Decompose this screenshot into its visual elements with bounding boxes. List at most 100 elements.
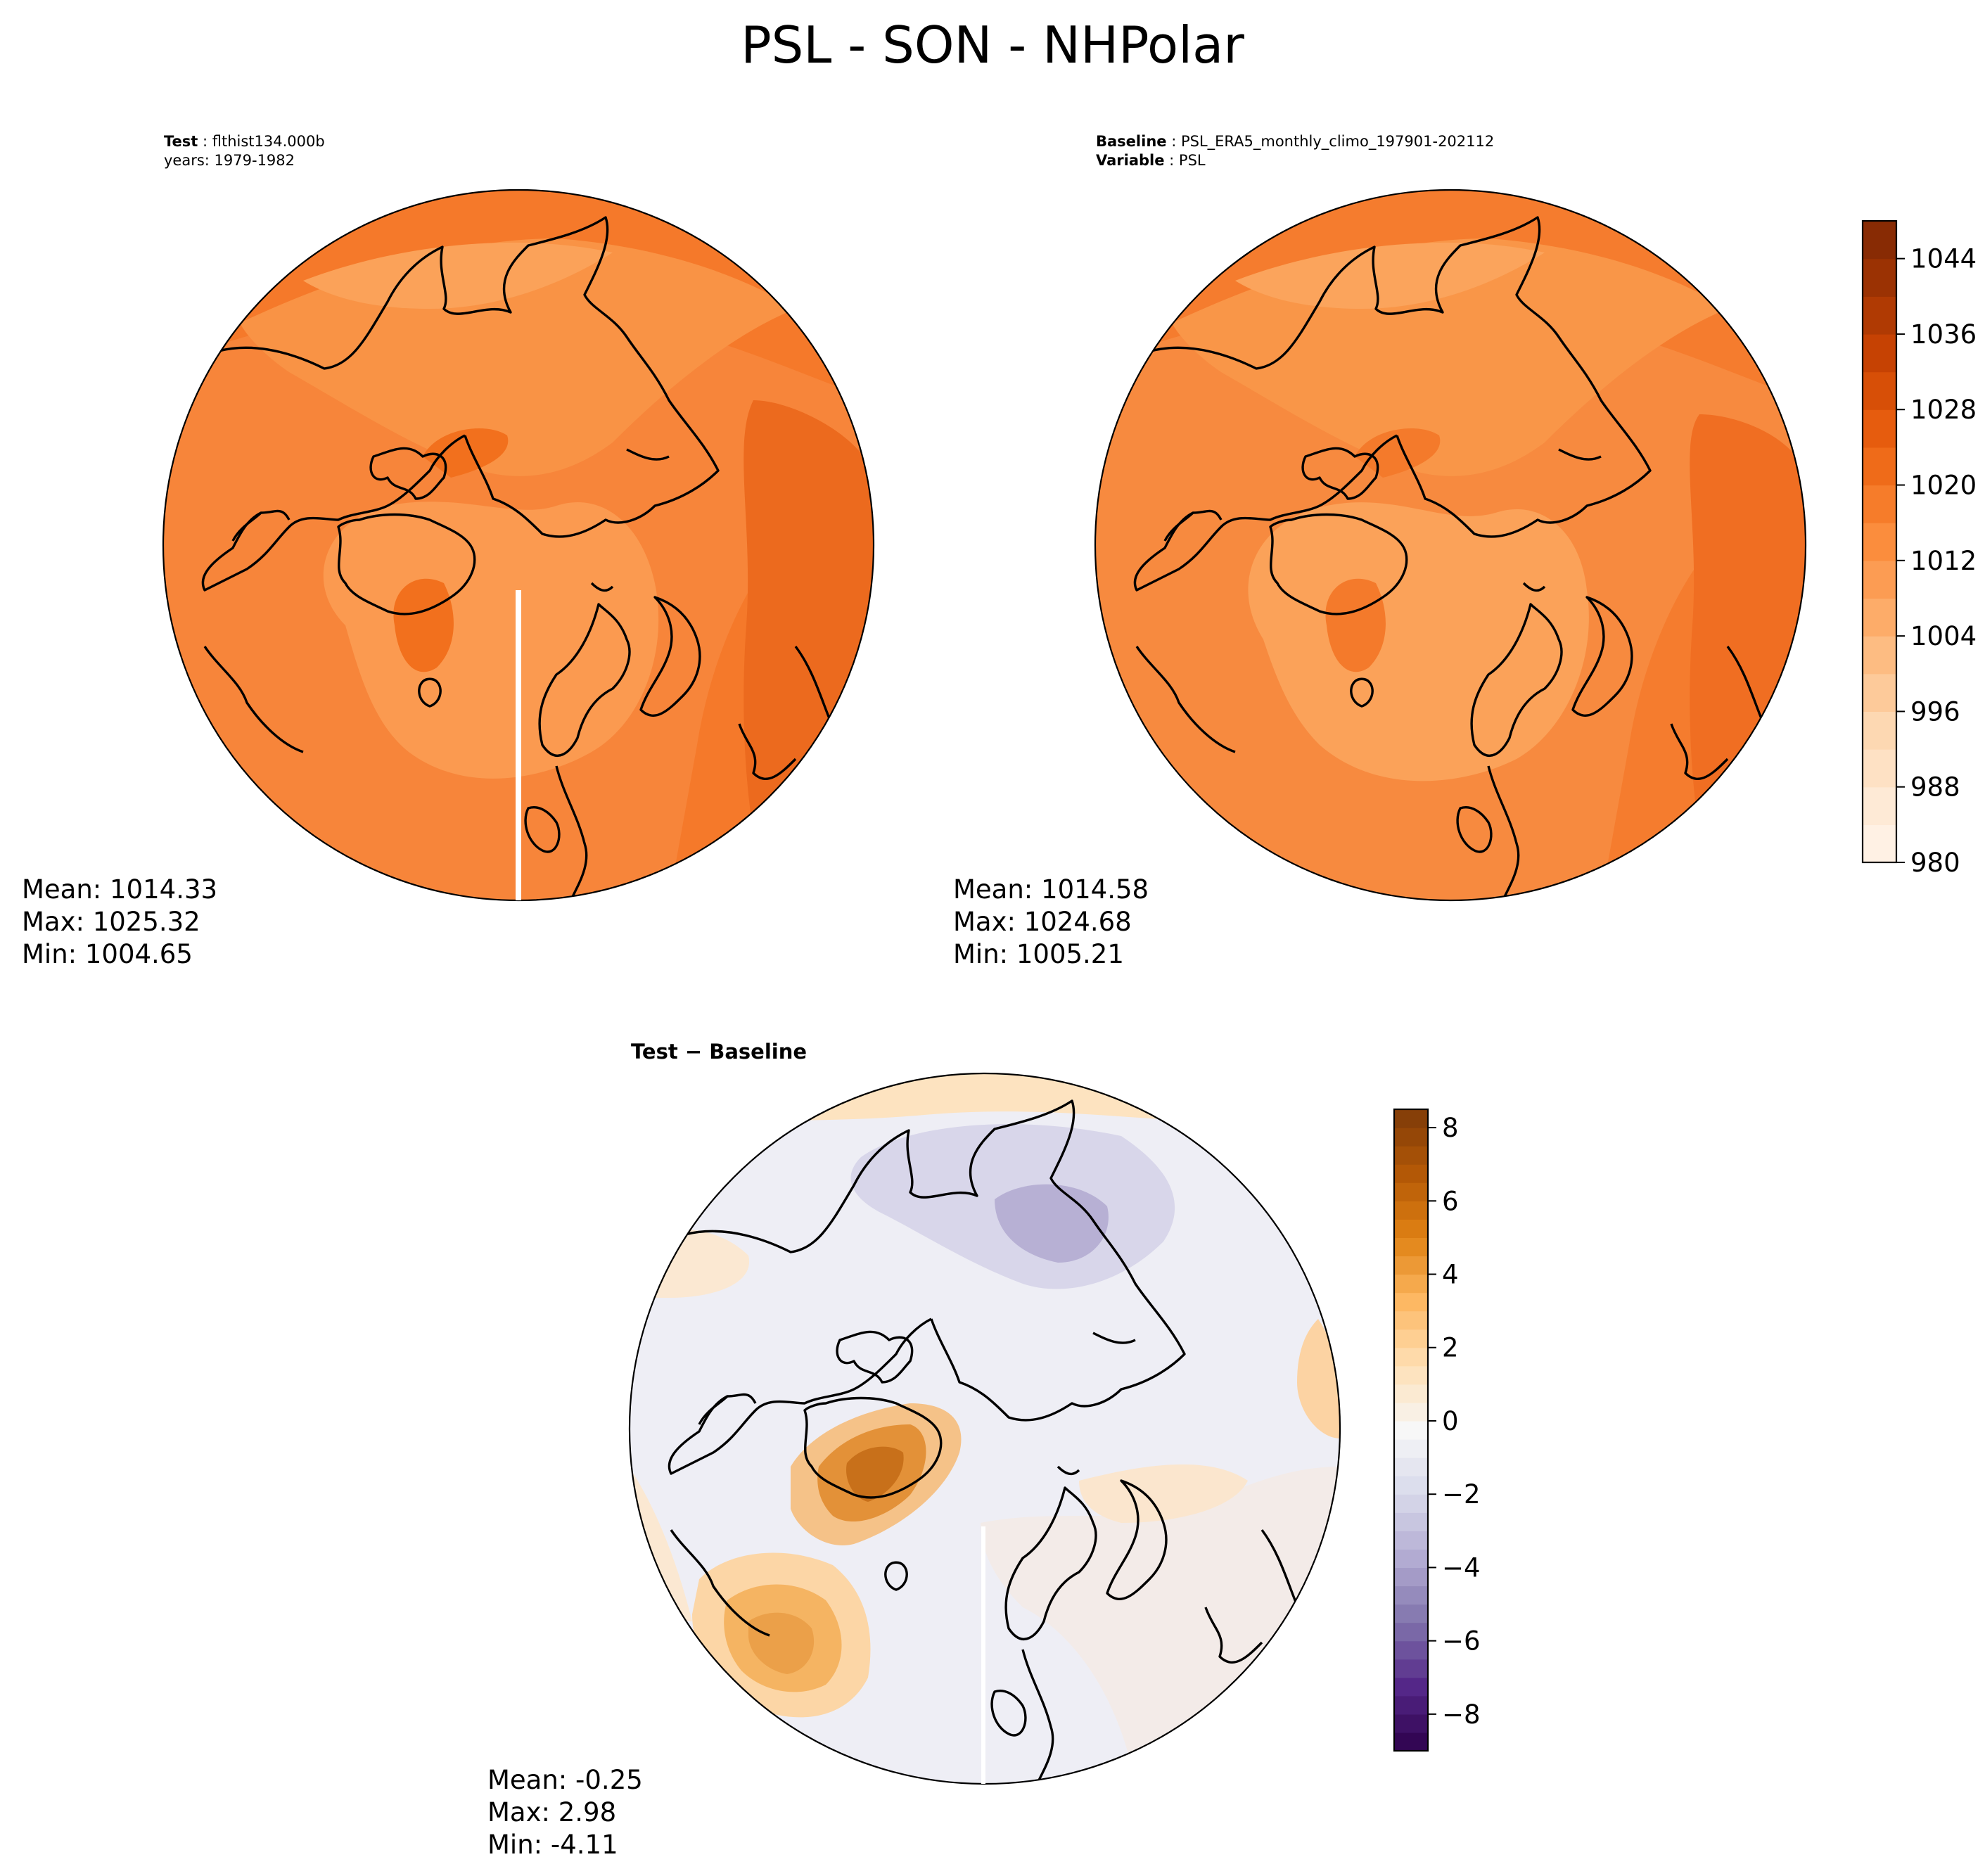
- baseline-colorbar-tick-label: 1028: [1910, 395, 1977, 425]
- test-mean: Mean: 1014.33: [22, 874, 218, 905]
- diff-colorbar-tick-label: −4: [1442, 1552, 1481, 1583]
- diff-colorbar-level: [1394, 1622, 1428, 1642]
- baseline-min: Min: 1005.21: [953, 939, 1124, 969]
- diff-colorbar-level: [1394, 1732, 1428, 1751]
- diff-colorbar-level: [1394, 1109, 1428, 1128]
- baseline-stats: Mean: 1014.58 Max: 1024.68 Min: 1005.21: [953, 874, 1149, 971]
- baseline-colorbar-tick-label: 996: [1910, 696, 1960, 727]
- baseline-colorbar-level: [1863, 523, 1896, 561]
- diff-colorbar-level: [1394, 1604, 1428, 1623]
- diff-coastlines: [668, 1099, 1306, 1784]
- diff-colorbar-tick-label: −2: [1442, 1479, 1481, 1510]
- baseline-colorbar-level: [1863, 296, 1896, 335]
- baseline-colorbar-level: [1863, 749, 1896, 788]
- diff-colorbar-level: [1394, 1329, 1428, 1348]
- diff-colorbar-level: [1394, 1274, 1428, 1294]
- diff-colorbar-level: [1394, 1365, 1428, 1385]
- diff-colorbar-level: [1394, 1256, 1428, 1275]
- diff-colorbar: −8 −6 −4 −2 0 2 4 6 8: [1393, 1108, 1481, 1752]
- diff-colorbar-level: [1394, 1677, 1428, 1697]
- test-min: Min: 1004.65: [22, 939, 193, 969]
- diff-colorbar-level: [1394, 1640, 1428, 1660]
- baseline-colorbar-level: [1863, 636, 1896, 675]
- diff-colorbar-level: [1394, 1182, 1428, 1201]
- diff-colorbar-level: [1394, 1201, 1428, 1220]
- diff-colorbar-tick-label: 0: [1442, 1406, 1459, 1436]
- diff-colorbar-frame: [1393, 1108, 1429, 1752]
- baseline-colorbar-level: [1863, 598, 1896, 637]
- baseline-colorbar-level: [1863, 371, 1896, 410]
- baseline-mean: Mean: 1014.58: [953, 874, 1149, 905]
- diff-colorbar-tick-label: 4: [1442, 1260, 1459, 1290]
- baseline-colorbar-tick-label: 1020: [1910, 471, 1977, 501]
- diff-colorbar-level: [1394, 1128, 1428, 1147]
- diff-colorbar-level: [1394, 1164, 1428, 1183]
- baseline-colorbar-tick-label: 1036: [1910, 319, 1977, 350]
- diff-colorbar-level: [1394, 1420, 1428, 1440]
- diff-colorbar-level: [1394, 1494, 1428, 1513]
- figure-title: PSL - SON - NHPolar: [741, 15, 1244, 75]
- diff-colorbar-tick-label: 6: [1442, 1186, 1459, 1216]
- diff-colorbar-level: [1394, 1695, 1428, 1715]
- baseline-pressure-field: [1095, 190, 1806, 900]
- diff-colorbar-level: [1394, 1146, 1428, 1165]
- baseline-colorbar-level: [1863, 673, 1896, 713]
- baseline-colorbar-tick-label: 1044: [1910, 244, 1977, 274]
- diff-map: [628, 1072, 1341, 1785]
- baseline-colorbar-tick-label: 1012: [1910, 546, 1977, 576]
- test-label-value: flthist134.000b: [212, 133, 325, 150]
- diff-stats: Mean: -0.25 Max: 2.98 Min: -4.11: [487, 1764, 643, 1861]
- diff-colorbar-level: [1394, 1659, 1428, 1678]
- diff-min: Min: -4.11: [487, 1830, 618, 1860]
- baseline-max: Max: 1024.68: [953, 907, 1132, 937]
- baseline-colorbar-level: [1863, 447, 1896, 486]
- baseline-colorbar: 980 988 996 1004 1012 1020 1028 1036 1044: [1861, 219, 1977, 878]
- baseline-colorbar-tick-label: 988: [1910, 772, 1960, 803]
- diff-colorbar-tick-label: 8: [1442, 1113, 1459, 1143]
- test-map: [162, 189, 875, 902]
- test-years: years: 1979-1982: [164, 152, 295, 169]
- test-stats: Mean: 1014.33 Max: 1025.32 Min: 1004.65: [22, 874, 217, 971]
- diff-mean: Mean: -0.25: [487, 1765, 643, 1795]
- test-max: Max: 1025.32: [22, 907, 200, 937]
- diff-colorbar-level: [1394, 1531, 1428, 1550]
- diff-colorbar-level: [1394, 1512, 1428, 1531]
- baseline-colorbar-level: [1863, 333, 1896, 373]
- diff-colorbar-level: [1394, 1549, 1428, 1569]
- test-label-key: Test: [164, 133, 198, 150]
- diff-colorbar-level: [1394, 1402, 1428, 1422]
- test-panel-label: Test : flthist134.000b years: 1979-1982: [164, 133, 325, 169]
- baseline-colorbar-level: [1863, 711, 1896, 750]
- diff-colorbar-level: [1394, 1457, 1428, 1476]
- baseline-colorbar-level: [1863, 560, 1896, 599]
- diff-colorbar-level: [1394, 1714, 1428, 1733]
- baseline-colorbar-level: [1863, 409, 1896, 448]
- baseline-colorbar-tick-label: 1004: [1910, 621, 1977, 651]
- baseline-label-value: PSL_ERA5_monthly_climo_197901-202112: [1180, 133, 1495, 150]
- diff-colorbar-level: [1394, 1567, 1428, 1587]
- baseline-colorbar-level: [1863, 824, 1896, 863]
- diff-colorbar-level: [1394, 1439, 1428, 1458]
- baseline-panel-label: Baseline : PSL_ERA5_monthly_climo_197901…: [1096, 133, 1495, 169]
- baseline-map: [1094, 189, 1807, 902]
- baseline-colorbar-level: [1863, 258, 1896, 297]
- diff-colorbar-tick-label: 2: [1442, 1333, 1459, 1363]
- variable-label-key: Variable: [1096, 152, 1165, 169]
- baseline-colorbar-level: [1863, 786, 1896, 825]
- diff-panel-title: Test − Baseline: [631, 1040, 808, 1064]
- baseline-colorbar-frame: [1861, 219, 1898, 864]
- diff-colorbar-level: [1394, 1476, 1428, 1495]
- diff-colorbar-level: [1394, 1310, 1428, 1330]
- diff-colorbar-level: [1394, 1237, 1428, 1257]
- baseline-label-key: Baseline: [1096, 133, 1167, 150]
- test-coastlines: [201, 216, 839, 900]
- diff-colorbar-tick-label: −8: [1442, 1699, 1481, 1730]
- diff-colorbar-tick-label: −6: [1442, 1626, 1481, 1657]
- baseline-colorbar-level: [1863, 221, 1896, 260]
- diff-colorbar-level: [1394, 1292, 1428, 1312]
- diff-colorbar-level: [1394, 1585, 1428, 1605]
- diff-colorbar-level: [1394, 1219, 1428, 1238]
- diff-colorbar-level: [1394, 1347, 1428, 1367]
- baseline-colorbar-level: [1863, 485, 1896, 523]
- baseline-coastlines: [1133, 216, 1771, 900]
